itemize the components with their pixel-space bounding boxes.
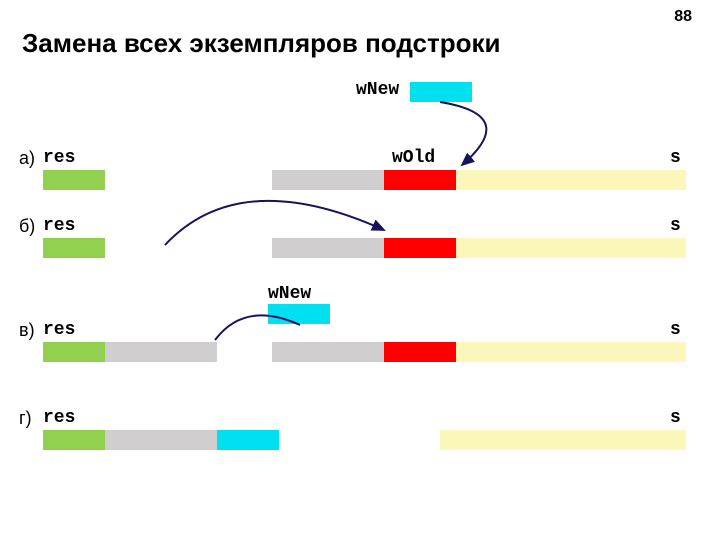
row-b-s-red bbox=[384, 238, 456, 258]
row-g-marker: г) bbox=[19, 408, 32, 429]
page-number: 88 bbox=[674, 8, 692, 26]
row-v-res-grey bbox=[105, 342, 217, 362]
row-g-res-grey bbox=[105, 430, 217, 450]
row-g-res-label: res bbox=[43, 408, 75, 428]
wnew-top-bar bbox=[410, 82, 472, 102]
row-a-res-bar bbox=[43, 170, 105, 190]
row-v-s-yellow bbox=[456, 342, 686, 362]
row-b-res-bar bbox=[43, 238, 105, 258]
row-b-marker: б) bbox=[19, 216, 35, 237]
row-b-s-yellow bbox=[456, 238, 686, 258]
row-g-res-cyan bbox=[217, 430, 279, 450]
row-a-s-red bbox=[384, 170, 456, 190]
row-g-s-label: s bbox=[670, 408, 681, 428]
row-v-res-label: res bbox=[43, 320, 75, 340]
row-a-res-label: res bbox=[43, 148, 75, 168]
row-a-s-yellow bbox=[456, 170, 686, 190]
wnew-top-label: wNew bbox=[356, 80, 399, 100]
row-v-s-red bbox=[384, 342, 456, 362]
row-a-s-label: s bbox=[670, 148, 681, 168]
row-a-wold-label: wOld bbox=[392, 148, 435, 168]
row-g-res-green bbox=[43, 430, 105, 450]
row-v-res-green bbox=[43, 342, 105, 362]
row-g-s-yellow bbox=[440, 430, 686, 450]
row-b-s-grey bbox=[272, 238, 384, 258]
row-v-marker: в) bbox=[19, 320, 35, 341]
wnew-mid-bar bbox=[268, 304, 330, 324]
row-v-s-grey bbox=[272, 342, 384, 362]
row-v-s-label: s bbox=[670, 320, 681, 340]
wnew-mid-label: wNew bbox=[268, 284, 311, 304]
slide-title: Замена всех экземпляров подстроки bbox=[22, 28, 500, 59]
row-b-res-label: res bbox=[43, 216, 75, 236]
row-a-s-grey bbox=[272, 170, 384, 190]
row-a-marker: а) bbox=[19, 148, 35, 169]
row-b-s-label: s bbox=[670, 216, 681, 236]
